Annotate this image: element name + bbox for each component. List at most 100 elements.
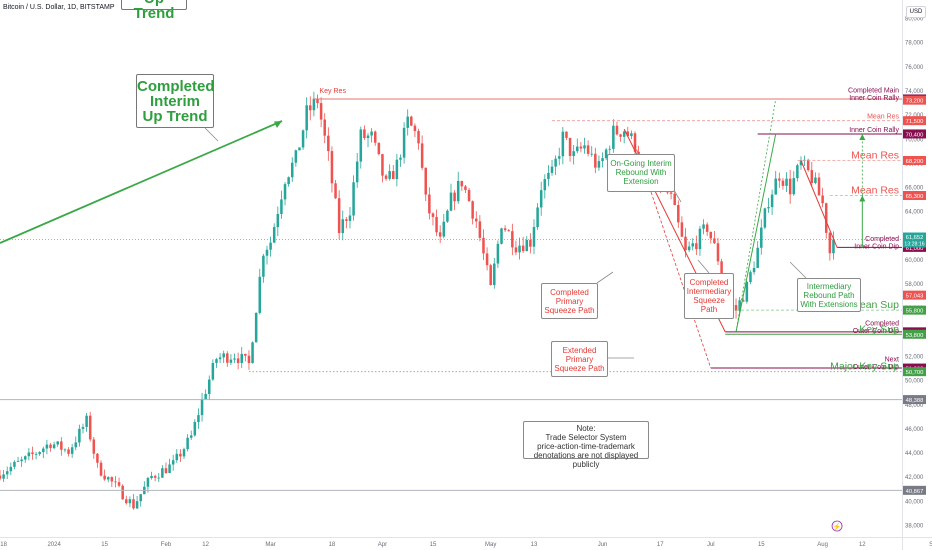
candle-body (125, 499, 128, 504)
candle-body (774, 178, 777, 195)
candle-body (785, 178, 788, 186)
candle-body (0, 475, 2, 479)
candle-body (114, 481, 117, 483)
candle-body (626, 131, 630, 137)
candle-body (218, 357, 222, 360)
candle-body (464, 186, 467, 190)
candle-body (197, 415, 200, 423)
callout-pointer (204, 127, 219, 142)
candle-body (106, 477, 110, 480)
candle-body (590, 153, 593, 155)
level-label: Inner Coin Dip (854, 243, 899, 250)
price-badge-label: 68,200 (906, 159, 924, 165)
candle-body (467, 189, 471, 202)
candle-body (449, 192, 453, 211)
candle-body (244, 353, 247, 356)
y-tick-label: 46,000 (905, 427, 924, 433)
candle-body (410, 116, 413, 126)
candle-body (601, 158, 604, 162)
price-badge-label: 55,800 (906, 309, 924, 315)
completed-interim-up-trend-label: Completed Interim Up Trend (136, 74, 215, 128)
candle-body (615, 125, 619, 135)
candle-body (493, 263, 496, 285)
y-tick-label: 60,000 (905, 258, 924, 264)
y-tick-label: 64,000 (905, 210, 924, 216)
candle-body (67, 449, 70, 454)
candle-body (817, 177, 821, 196)
price-badge-label: 57,043 (906, 294, 924, 300)
candle-body (482, 237, 485, 254)
candle-body (236, 358, 240, 364)
price-badge (903, 395, 926, 405)
candle-body (96, 453, 99, 463)
y-tick-label: 80,000 (905, 17, 924, 23)
candle-body (74, 442, 78, 448)
candle-body (438, 232, 442, 237)
candle-body (157, 477, 161, 479)
candle-body (770, 194, 774, 208)
candle-body (413, 125, 417, 132)
currency-button[interactable]: USD (906, 6, 926, 18)
candle-body (70, 447, 74, 454)
interim-up-trend-line (0, 120, 283, 244)
candle-body (312, 98, 316, 111)
price-badge (903, 190, 926, 200)
price-badge (903, 485, 926, 495)
candle-body (121, 485, 124, 500)
level-label: Completed Main (848, 87, 899, 94)
price-badge (903, 129, 926, 139)
candle-body (579, 146, 583, 149)
candle-body (150, 475, 153, 479)
candle-body (287, 177, 290, 185)
candle-body (135, 501, 139, 509)
x-tick-label: 18 (329, 542, 336, 548)
candle-body (529, 239, 532, 247)
candle-body (31, 452, 34, 455)
candle-body (280, 199, 283, 214)
x-tick-label: Apr (378, 542, 387, 548)
candle-body (741, 300, 745, 302)
y-tick-label: 52,000 (905, 354, 924, 360)
candle-body (496, 243, 500, 264)
candle-body (179, 453, 182, 457)
candle-body (684, 236, 687, 251)
candle-body (269, 242, 272, 250)
candle-body (384, 175, 388, 179)
candle-body (446, 210, 449, 222)
candle-body (572, 151, 575, 157)
interim-rebound-path (735, 133, 777, 332)
candle-body (323, 119, 326, 136)
price-badge-label: 70,400 (906, 132, 924, 138)
price-badge-label: 71,500 (906, 119, 924, 125)
x-tick-label: 12 (859, 542, 866, 548)
candle-body (431, 213, 435, 217)
candle-body (128, 499, 132, 504)
callout-pointer (789, 261, 807, 279)
x-tick-label: 2024 (47, 542, 61, 548)
candle-body (810, 170, 814, 183)
candle-body (9, 466, 13, 472)
candle-body (60, 441, 63, 450)
candle-body (709, 231, 713, 239)
candle-body (565, 131, 568, 138)
candle-body (691, 243, 694, 247)
level-label: Inner Coin Rally (849, 127, 899, 134)
x-tick-label: 15 (101, 542, 108, 548)
candle-body (215, 359, 218, 363)
candle-body (586, 145, 590, 154)
level-label: Mean Res (851, 149, 899, 161)
y-tick-label: 70,000 (905, 137, 924, 143)
candle-body (698, 228, 702, 250)
candle-body (705, 224, 709, 232)
price-badge-label: 40,867 (906, 489, 924, 495)
candle-body (734, 305, 738, 311)
candle-body (406, 116, 409, 128)
candle-body (139, 494, 142, 502)
candle-body (612, 125, 615, 149)
candle-body (749, 272, 752, 282)
candle-body (359, 129, 363, 162)
level-label: Outer Coin Dip (853, 364, 899, 371)
candle-body (247, 355, 251, 364)
candle-body (294, 150, 298, 163)
